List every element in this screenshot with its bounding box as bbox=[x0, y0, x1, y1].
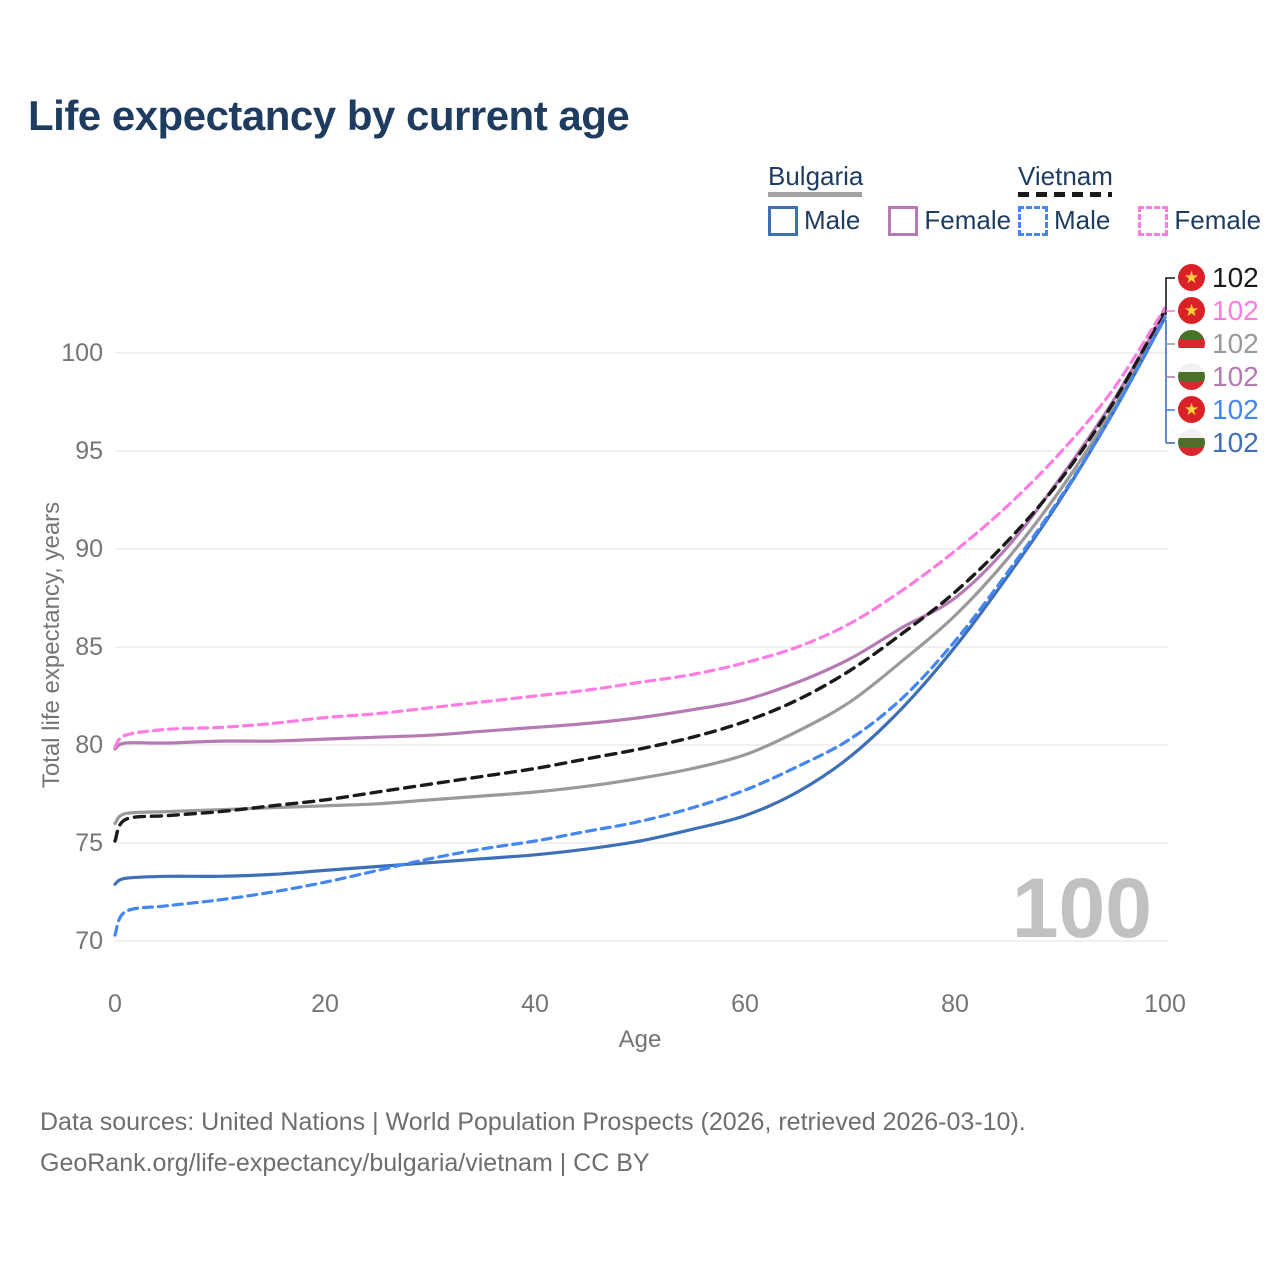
swatch-bulgaria-female bbox=[888, 205, 919, 236]
vietnam-flag-icon: ★ bbox=[1178, 396, 1205, 423]
series-line-vietnam-female[interactable] bbox=[113, 306, 1167, 749]
end-value-labels: ★ 102 ★ 102 102 102 ★ 102 102 bbox=[1178, 262, 1259, 458]
legend-label: Male bbox=[804, 205, 861, 235]
vietnam-flag-icon: ★ bbox=[1178, 297, 1205, 324]
legend-country-bulgaria[interactable]: Bulgaria bbox=[768, 161, 864, 191]
x-tick-label: 60 bbox=[731, 990, 759, 1018]
end-value: 102 bbox=[1212, 427, 1259, 458]
swatch-bulgaria-male bbox=[768, 205, 798, 236]
legend-items-vietnam: Male Female bbox=[1018, 205, 1280, 236]
legend-item-vietnam-female[interactable]: Female bbox=[1138, 205, 1261, 236]
legend-label: Male bbox=[1054, 205, 1111, 235]
legend-country-vietnam[interactable]: Vietnam bbox=[1018, 161, 1113, 191]
swatch-vietnam-male bbox=[1018, 205, 1048, 236]
end-label-bulgaria-female: 102 bbox=[1178, 361, 1259, 392]
y-tick-label: 90 bbox=[75, 535, 103, 563]
hover-age-watermark: 100 bbox=[1011, 861, 1152, 955]
end-label-bulgaria-total: 102 bbox=[1178, 328, 1259, 359]
end-label-vietnam-female: ★ 102 bbox=[1178, 295, 1259, 326]
legend-group-vietnam: Vietnam bbox=[1018, 161, 1113, 197]
y-tick-label: 95 bbox=[75, 437, 103, 465]
legend-line-sample-solid bbox=[768, 192, 862, 197]
y-tick-label: 75 bbox=[75, 829, 103, 857]
series-line-bulgaria-female[interactable] bbox=[113, 310, 1167, 751]
x-axis-title: Age bbox=[618, 1026, 662, 1053]
vietnam-flag-icon: ★ bbox=[1178, 264, 1205, 291]
legend-item-bulgaria-female[interactable]: Female bbox=[888, 205, 1011, 236]
end-label-vietnam-total: ★ 102 bbox=[1178, 262, 1259, 293]
attribution-text: GeoRank.org/life-expectancy/bulgaria/vie… bbox=[40, 1149, 650, 1177]
x-tick-label: 20 bbox=[311, 990, 339, 1018]
legend-items-bulgaria: Male Female bbox=[768, 205, 1033, 236]
series-line-bulgaria-male[interactable] bbox=[113, 316, 1167, 886]
y-tick-label: 85 bbox=[75, 633, 103, 661]
legend-item-vietnam-male[interactable]: Male bbox=[1018, 205, 1110, 236]
y-axis-title: Total life expectancy, years bbox=[38, 501, 65, 789]
y-tick-label: 100 bbox=[61, 339, 103, 367]
x-tick-label: 40 bbox=[521, 990, 549, 1018]
series-line-vietnam-male[interactable] bbox=[113, 316, 1167, 937]
end-label-vietnam-male: ★ 102 bbox=[1178, 394, 1259, 425]
legend-group-bulgaria: Bulgaria bbox=[768, 161, 863, 197]
legend-line-sample-dashed bbox=[1018, 192, 1112, 197]
legend-item-bulgaria-male[interactable]: Male bbox=[768, 205, 860, 236]
label-connector-black bbox=[1165, 277, 1175, 315]
bulgaria-flag-icon bbox=[1178, 363, 1205, 390]
legend-label: Female bbox=[1174, 205, 1262, 235]
x-tick-label: 100 bbox=[1144, 990, 1186, 1018]
x-tick-label: 80 bbox=[941, 990, 969, 1018]
page-title: Life expectancy by current age bbox=[28, 92, 630, 139]
end-value: 102 bbox=[1212, 328, 1259, 359]
series-line-vietnam-total[interactable] bbox=[113, 308, 1167, 843]
data-sources-text: Data sources: United Nations | World Pop… bbox=[40, 1108, 1026, 1136]
end-value: 102 bbox=[1212, 394, 1259, 425]
end-label-bulgaria-male: 102 bbox=[1178, 427, 1259, 458]
bulgaria-flag-icon bbox=[1178, 330, 1205, 357]
swatch-vietnam-female bbox=[1138, 205, 1169, 236]
y-tick-label: 70 bbox=[75, 927, 103, 955]
end-value: 102 bbox=[1212, 295, 1259, 326]
end-value: 102 bbox=[1212, 361, 1259, 392]
y-tick-label: 80 bbox=[75, 731, 103, 759]
bulgaria-flag-icon bbox=[1178, 429, 1205, 456]
x-tick-label: 0 bbox=[108, 990, 122, 1018]
legend-label: Female bbox=[924, 205, 1012, 235]
end-value: 102 bbox=[1212, 262, 1259, 293]
